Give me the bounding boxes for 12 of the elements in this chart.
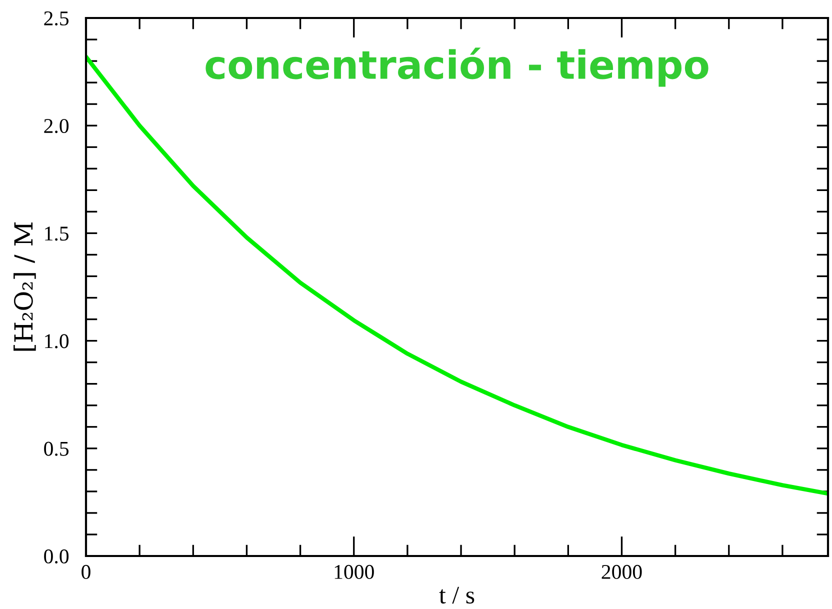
- y-tick-label: 0.5: [44, 442, 69, 456]
- text: concentración - tiempo: [206, 48, 708, 87]
- x-tick-label: 2000: [602, 564, 642, 579]
- x-tick-label: 0: [82, 564, 90, 579]
- y-tick-label: 1.5: [45, 226, 69, 241]
- x-tick-label: 1000: [334, 564, 374, 579]
- y-tick-label: 0.0: [44, 549, 69, 564]
- y-tick-label: 1.0: [45, 334, 69, 348]
- y-axis-title: [H₂O₂] / M: [14, 222, 36, 351]
- y-tick-label: 2.5: [44, 11, 69, 26]
- x-axis-title: t / s: [439, 586, 474, 604]
- y-tick-label: 2.0: [44, 118, 69, 134]
